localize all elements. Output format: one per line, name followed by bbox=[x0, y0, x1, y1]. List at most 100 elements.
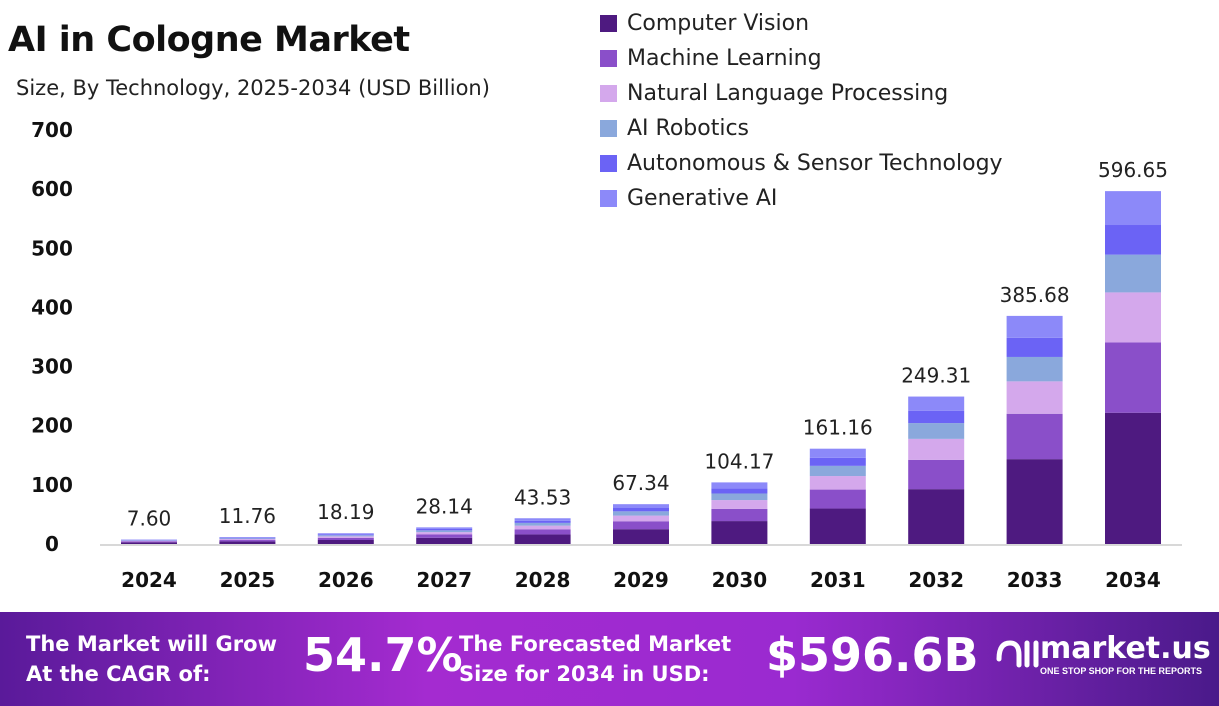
bar-segment-computer-vision-2026 bbox=[317, 539, 374, 544]
bar-segment-generative-ai-2033 bbox=[1006, 315, 1063, 338]
bar-segment-autonomous-sensor-technology-2029 bbox=[613, 507, 669, 512]
bar-segment-generative-ai-2025 bbox=[219, 537, 276, 538]
bar-segment-computer-vision-2027 bbox=[416, 537, 473, 544]
bar-segment-ai-robotics-2026 bbox=[317, 535, 374, 537]
total-label-2024: 7.60 bbox=[127, 507, 172, 531]
bar-segment-natural-language-processing-2030 bbox=[711, 500, 768, 509]
logo-icon bbox=[996, 640, 1039, 668]
bar-segment-generative-ai-2027 bbox=[416, 527, 473, 529]
bar-segment-generative-ai-2031 bbox=[809, 448, 866, 458]
x-tick-label-2028: 2028 bbox=[515, 568, 571, 592]
bar-segment-natural-language-processing-2034 bbox=[1105, 292, 1161, 343]
total-label-2033: 385.68 bbox=[1000, 283, 1070, 307]
bar-segment-generative-ai-2026 bbox=[317, 533, 374, 535]
legend-item: Machine Learning bbox=[600, 41, 1003, 76]
chart-title: AI in Cologne Market bbox=[8, 20, 410, 60]
y-tick-label: 0 bbox=[45, 532, 59, 556]
cagr-label: The Market will Grow At the CAGR of: bbox=[26, 629, 277, 689]
bar-segment-generative-ai-2030 bbox=[711, 482, 768, 489]
legend-item: Autonomous & Sensor Technology bbox=[600, 146, 1003, 181]
bar-segment-generative-ai-2029 bbox=[613, 504, 669, 508]
legend-item: Generative AI bbox=[600, 181, 1003, 216]
bar-segment-computer-vision-2028 bbox=[514, 534, 571, 544]
legend-swatch bbox=[600, 50, 617, 67]
legend-label: Generative AI bbox=[627, 186, 778, 211]
x-tick-label-2030: 2030 bbox=[712, 568, 768, 592]
bar-segment-machine-learning-2034 bbox=[1105, 342, 1161, 413]
bar-segment-autonomous-sensor-technology-2031 bbox=[809, 457, 866, 466]
x-tick-label-2025: 2025 bbox=[220, 568, 276, 592]
bar-segment-ai-robotics-2034 bbox=[1105, 254, 1161, 293]
x-tick-label-2031: 2031 bbox=[810, 568, 866, 592]
bar-segment-natural-language-processing-2029 bbox=[613, 515, 669, 522]
bar-segment-ai-robotics-2025 bbox=[219, 538, 276, 540]
legend-swatch bbox=[600, 190, 617, 207]
bar-segment-computer-vision-2025 bbox=[219, 541, 276, 544]
x-tick-label-2027: 2027 bbox=[416, 568, 472, 592]
legend-label: Computer Vision bbox=[627, 11, 810, 36]
legend-swatch bbox=[600, 120, 617, 137]
x-tick-label-2034: 2034 bbox=[1105, 568, 1161, 592]
x-tick-label-2029: 2029 bbox=[613, 568, 669, 592]
total-label-2034: 596.65 bbox=[1098, 158, 1168, 182]
bar-segment-generative-ai-2032 bbox=[908, 396, 965, 411]
y-tick-label: 700 bbox=[31, 118, 73, 142]
y-tick-label: 400 bbox=[31, 295, 73, 319]
bar-segment-ai-robotics-2031 bbox=[809, 465, 866, 477]
bar-segment-ai-robotics-2033 bbox=[1006, 356, 1063, 382]
forecast-label-line2: Size for 2034 in USD: bbox=[459, 662, 710, 686]
y-tick-label: 300 bbox=[31, 355, 73, 379]
logo-tagline: ONE STOP SHOP FOR THE REPORTS bbox=[1040, 666, 1203, 676]
legend-item: Natural Language Processing bbox=[600, 76, 1003, 111]
bar-segment-autonomous-sensor-technology-2027 bbox=[416, 528, 473, 531]
bar-segment-natural-language-processing-2026 bbox=[317, 536, 374, 538]
legend-item: Computer Vision bbox=[600, 6, 1003, 41]
legend-swatch bbox=[600, 85, 617, 102]
total-label-2031: 161.16 bbox=[803, 416, 873, 440]
bar-segment-machine-learning-2030 bbox=[711, 508, 768, 522]
logo-name: market.us bbox=[1040, 631, 1211, 666]
bar-segment-machine-learning-2025 bbox=[219, 540, 276, 542]
bar-segment-autonomous-sensor-technology-2028 bbox=[514, 520, 571, 523]
bar-segment-machine-learning-2024 bbox=[121, 541, 177, 543]
bar-segment-autonomous-sensor-technology-2034 bbox=[1105, 225, 1161, 255]
bar-segment-generative-ai-2028 bbox=[514, 518, 571, 521]
bar-segment-computer-vision-2034 bbox=[1105, 412, 1161, 544]
bar-segment-ai-robotics-2027 bbox=[416, 530, 473, 533]
bar-segment-autonomous-sensor-technology-2033 bbox=[1006, 337, 1063, 357]
bar-segment-natural-language-processing-2024 bbox=[121, 540, 177, 542]
legend-label: Machine Learning bbox=[627, 46, 822, 71]
bar-segment-computer-vision-2029 bbox=[613, 529, 669, 544]
cagr-value: 54.7% bbox=[303, 628, 463, 682]
bar-segment-natural-language-processing-2032 bbox=[908, 438, 965, 460]
y-tick-label: 500 bbox=[31, 236, 73, 260]
bar-segment-computer-vision-2033 bbox=[1006, 459, 1063, 544]
bar-segment-generative-ai-2034 bbox=[1105, 191, 1161, 226]
bar-segment-machine-learning-2029 bbox=[613, 521, 669, 530]
bar-segment-autonomous-sensor-technology-2025 bbox=[219, 537, 276, 539]
total-label-2026: 18.19 bbox=[317, 500, 374, 524]
bar-segment-machine-learning-2032 bbox=[908, 459, 965, 490]
cagr-label-line2: At the CAGR of: bbox=[26, 662, 211, 686]
chart-subtitle: Size, By Technology, 2025-2034 (USD Bill… bbox=[16, 76, 490, 100]
y-tick-label: 100 bbox=[31, 473, 73, 497]
bar-segment-natural-language-processing-2028 bbox=[514, 525, 571, 530]
bar-segment-ai-robotics-2032 bbox=[908, 423, 965, 439]
bar-segment-computer-vision-2030 bbox=[711, 521, 768, 544]
bar-segment-machine-learning-2031 bbox=[809, 489, 866, 509]
bar-segment-autonomous-sensor-technology-2026 bbox=[317, 534, 374, 536]
total-label-2028: 43.53 bbox=[514, 485, 571, 509]
total-label-2030: 104.17 bbox=[704, 449, 774, 473]
stacked-bar-chart: 0 100 200 300 400 500 600 700 7.60 2024 11.76 2025 1… bbox=[31, 118, 1182, 592]
legend-label: Natural Language Processing bbox=[627, 81, 949, 106]
legend-swatch bbox=[600, 155, 617, 172]
cagr-label-line1: The Market will Grow bbox=[26, 632, 277, 656]
x-tick-label-2024: 2024 bbox=[121, 568, 177, 592]
market-us-logo: market.us ONE STOP SHOP FOR THE REPORTS bbox=[996, 632, 1211, 676]
legend-item: AI Robotics bbox=[600, 111, 1003, 146]
legend: Computer Vision Machine Learning Natural L… bbox=[600, 6, 1003, 216]
forecast-value: $596.6B bbox=[766, 628, 979, 682]
bar-segment-natural-language-processing-2027 bbox=[416, 532, 473, 535]
bar-segment-autonomous-sensor-technology-2030 bbox=[711, 488, 768, 494]
bar-segment-machine-learning-2027 bbox=[416, 534, 473, 538]
